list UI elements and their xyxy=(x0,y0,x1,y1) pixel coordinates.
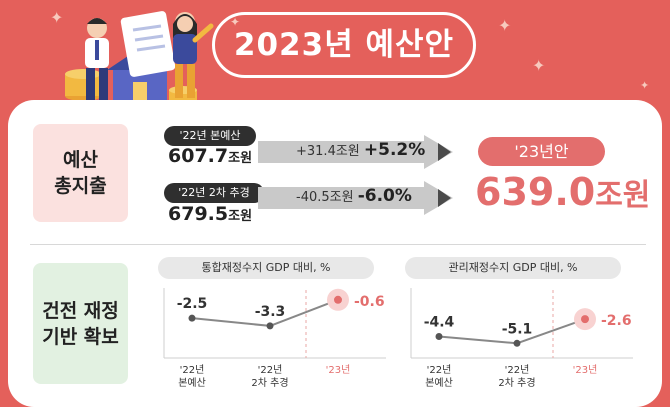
budget-section-label: 예산 총지출 xyxy=(33,124,128,222)
section-divider xyxy=(30,244,646,245)
right-chart-title: 관리재정수지 GDP 대비, % xyxy=(405,257,621,279)
x-tick-label: '22년 xyxy=(505,364,530,376)
x-tick-label: '23년 xyxy=(326,364,351,376)
budget-illustration xyxy=(65,11,214,104)
prev-supp-amount-unit: 조원 xyxy=(228,209,253,224)
data-point xyxy=(334,295,342,304)
x-tick-label: '22년 xyxy=(180,364,205,376)
prev-main-change-amount: +31.4조원 xyxy=(296,144,360,159)
new-budget-amount: 639.0 xyxy=(475,170,596,214)
data-label: -4.4 xyxy=(424,315,455,331)
prev-main-amount-value: 607.7 xyxy=(168,145,229,167)
left-chart-title: 통합재정수지 GDP 대비, % xyxy=(158,257,374,279)
sparkle-icon: ✦ xyxy=(50,8,64,27)
prev-supp-change-pct: -6.0% xyxy=(357,186,412,206)
data-point xyxy=(266,322,274,330)
prev-supp-change-amount: -40.5조원 xyxy=(296,190,354,205)
budget-label-line2: 총지출 xyxy=(54,175,107,197)
series-line-segment xyxy=(438,335,518,345)
sparkle-icon: ✦ xyxy=(498,16,512,35)
prev-main-tag: '22년 본예산 xyxy=(164,126,256,146)
fiscal-section-label: 건전 재정 기반 확보 xyxy=(33,263,128,384)
data-label: -2.5 xyxy=(177,296,208,312)
new-budget-unit: 조원 xyxy=(595,178,651,213)
prev-supp-tag: '22년 2차 추경 xyxy=(164,183,264,203)
data-point xyxy=(435,333,443,341)
data-point xyxy=(581,315,589,324)
growth-arrow-supp xyxy=(258,181,453,215)
new-budget-tag: '23년안 xyxy=(478,137,605,166)
x-tick-sublabel: 2차 추경 xyxy=(498,376,535,389)
series-line-segment xyxy=(516,318,586,345)
x-tick-sublabel: 본예산 xyxy=(178,377,206,389)
sparkle-icon: ✦ xyxy=(532,56,546,75)
page-title: 2023년 예산안 xyxy=(212,12,476,78)
growth-arrow-main xyxy=(258,135,453,169)
data-label: -5.1 xyxy=(502,321,533,337)
prev-main-amount-unit: 조원 xyxy=(228,151,253,166)
series-line-segment xyxy=(269,298,339,327)
data-label: -3.3 xyxy=(255,304,286,320)
budget-label-line1: 예산 xyxy=(63,149,98,171)
data-label: -2.6 xyxy=(601,313,632,329)
data-point xyxy=(188,314,196,322)
prev-main-change-pct: +5.2% xyxy=(363,140,426,160)
x-tick-label: '23년 xyxy=(573,364,598,376)
series-line-segment xyxy=(191,317,271,327)
prev-supp-amount-value: 679.5 xyxy=(168,203,229,225)
prev-main-amount: 607.7조원 xyxy=(168,145,252,167)
data-point xyxy=(513,339,521,347)
x-tick-label: '22년 xyxy=(258,364,283,376)
fiscal-label-line2: 기반 확보 xyxy=(42,325,119,348)
fiscal-label-line1: 건전 재정 xyxy=(42,299,119,322)
x-tick-sublabel: 본예산 xyxy=(425,377,453,389)
prev-supp-amount: 679.5조원 xyxy=(168,203,252,225)
sparkle-icon: ✦ xyxy=(640,79,650,92)
prev-supp-change: -40.5조원 -6.0% xyxy=(296,186,412,206)
new-budget-total: 639.0조원 xyxy=(475,170,650,214)
x-tick-label: '22년 xyxy=(427,364,452,376)
prev-main-change: +31.4조원 +5.2% xyxy=(296,140,425,160)
data-label: -0.6 xyxy=(354,294,385,310)
x-tick-sublabel: 2차 추경 xyxy=(251,376,288,389)
